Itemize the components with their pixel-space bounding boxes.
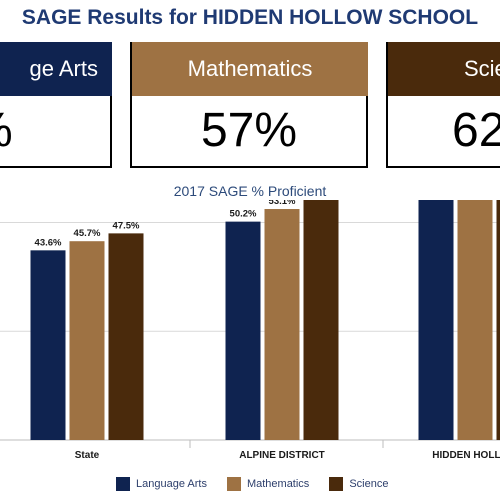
- bar: [496, 200, 500, 441]
- science-card: Scie 62: [386, 42, 500, 168]
- legend-swatch-language-arts: [116, 477, 130, 491]
- language-arts-card: ge Arts %: [0, 42, 112, 168]
- x-tick-label: ALPINE DISTRICT: [239, 450, 325, 461]
- proficiency-bar-chart: 43.6%45.7%47.5%State50.2%53.1%55.4%ALPIN…: [0, 200, 500, 461]
- bar: [30, 250, 66, 440]
- bar: [225, 221, 261, 440]
- data-label: 50.2%: [230, 209, 257, 220]
- mathematics-card: Mathematics 57%: [130, 42, 368, 168]
- science-card-label: Scie: [388, 42, 500, 96]
- bar: [418, 200, 454, 440]
- bar: [264, 209, 300, 440]
- legend-item-science: Science: [329, 477, 388, 491]
- bar: [69, 241, 105, 440]
- language-arts-card-label: ge Arts: [0, 42, 112, 96]
- chart-title: 2017 SAGE % Proficient: [173, 183, 327, 199]
- x-tick-label: HIDDEN HOLLOW: [432, 450, 500, 461]
- legend-item-mathematics: Mathematics: [226, 477, 310, 491]
- legend-label-language-arts: Language Arts: [136, 478, 207, 490]
- language-arts-card-value: %: [0, 96, 112, 168]
- page-title: SAGE Results for HIDDEN HOLLOW SCHOOL: [21, 6, 479, 29]
- bar: [108, 233, 144, 440]
- mathematics-card-value: 57%: [132, 96, 368, 168]
- science-card-value: 62: [388, 96, 500, 168]
- legend-swatch-science: [329, 477, 344, 491]
- data-label: 47.5%: [113, 220, 140, 231]
- data-label: 53.1%: [269, 200, 296, 207]
- data-label: 43.6%: [35, 237, 62, 248]
- chart-legend: Language Arts Mathematics Science: [116, 476, 408, 492]
- legend-label-mathematics: Mathematics: [246, 478, 310, 490]
- legend-label-science: Science: [349, 478, 389, 490]
- x-tick-label: State: [75, 450, 100, 461]
- legend-item-language-arts: Language Arts: [116, 477, 207, 491]
- legend-swatch-mathematics: [226, 477, 241, 491]
- mathematics-card-label: Mathematics: [132, 42, 368, 96]
- bar: [457, 200, 493, 440]
- data-label: 45.7%: [74, 228, 101, 239]
- bar: [303, 200, 339, 440]
